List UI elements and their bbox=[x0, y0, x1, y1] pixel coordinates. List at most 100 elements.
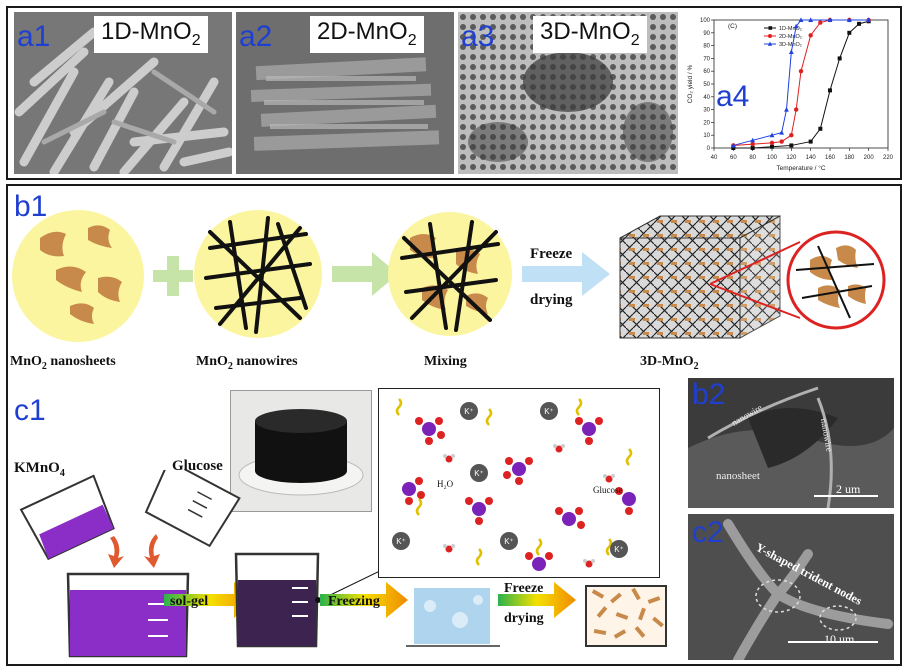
k-ion-label-2: K⁺ bbox=[544, 407, 554, 416]
data-point-square bbox=[808, 139, 813, 144]
kmno4-label: KMnO4 bbox=[14, 460, 65, 479]
data-point-circle bbox=[789, 133, 794, 138]
legend-label-2: 3D-MnO₂ bbox=[779, 42, 802, 48]
glucose-chains bbox=[395, 398, 633, 566]
sol-gel-label: sol-gel bbox=[170, 594, 208, 609]
h2o-label: H₂O bbox=[437, 479, 454, 489]
a1-label-sub: 2 bbox=[191, 31, 201, 49]
c2-tag: c2 bbox=[692, 516, 724, 549]
b2-tag: b2 bbox=[692, 378, 726, 411]
data-point-triangle bbox=[779, 130, 785, 135]
water-molecules bbox=[443, 444, 615, 568]
k-ion-label-1: K⁺ bbox=[464, 407, 474, 416]
c1-freeze-label: Freeze bbox=[504, 581, 543, 596]
k-ion-label-5: K⁺ bbox=[504, 537, 514, 546]
plus-sign bbox=[153, 256, 193, 296]
b1-schematic: Freeze drying bbox=[12, 210, 886, 342]
glucose-pour-beaker bbox=[144, 470, 241, 548]
b2-scale-bar-label: 2 um bbox=[836, 482, 861, 496]
legend-marker bbox=[768, 34, 772, 38]
kmno4-label-text: KMnO bbox=[14, 460, 60, 476]
panel-bc-frame bbox=[6, 184, 902, 666]
freezing-label: Freezing bbox=[328, 594, 380, 609]
final-foam-block bbox=[585, 585, 667, 647]
a3-label: 3D-MnO2 bbox=[533, 16, 647, 53]
a2-label-text: 2D-MnO bbox=[317, 18, 408, 45]
drying-label: drying bbox=[530, 292, 573, 308]
data-point-triangle bbox=[769, 132, 775, 138]
a2-label: 2D-MnO2 bbox=[310, 16, 424, 53]
nanosheets-caption-tail: nanosheets bbox=[46, 354, 116, 369]
legend-label-1: 2D-MnO₂ bbox=[779, 34, 802, 40]
a2-tag: a2 bbox=[239, 20, 273, 53]
k-ion-label-3: K⁺ bbox=[474, 469, 484, 478]
x-tick-label: 220 bbox=[883, 155, 894, 161]
data-point-triangle bbox=[784, 107, 789, 112]
data-point-circle bbox=[798, 69, 804, 74]
pour-arrows bbox=[108, 534, 160, 568]
data-point-square bbox=[818, 126, 823, 131]
a3-label-text: 3D-MnO bbox=[540, 18, 631, 45]
freezing-arrow bbox=[320, 582, 408, 618]
result-caption: 3D-MnO2 bbox=[640, 354, 699, 372]
x-tick-label: 40 bbox=[711, 155, 718, 161]
a4-tag: a4 bbox=[716, 80, 750, 113]
gel-beaker bbox=[234, 552, 321, 648]
potassium-labels: K⁺ K⁺ K⁺ K⁺ K⁺ K⁺ bbox=[396, 407, 624, 554]
c2-network-texture bbox=[688, 514, 894, 660]
c1-tag: c1 bbox=[14, 394, 46, 427]
a4-co2-yield-chart: 40 60 80 100 120 140 160 180 200 220 0 10 20 30 40 50 60… bbox=[684, 12, 896, 176]
data-point-square bbox=[837, 56, 842, 61]
data-point-square bbox=[789, 143, 794, 148]
zoom-lines bbox=[709, 241, 801, 319]
data-point-triangle bbox=[750, 137, 756, 143]
data-point-triangle bbox=[793, 23, 799, 29]
x-tick-label: 100 bbox=[767, 155, 778, 161]
series-line-2 bbox=[733, 19, 869, 146]
b2-label-nanosheet: nanosheet bbox=[716, 470, 760, 482]
k-ion-label-6: K⁺ bbox=[614, 545, 624, 554]
x-tick-label: 80 bbox=[749, 155, 756, 161]
x-tick-label: 140 bbox=[806, 155, 817, 161]
data-point-triangle bbox=[808, 17, 814, 22]
zoom-wires bbox=[795, 245, 875, 319]
purple-solution-beaker bbox=[66, 572, 190, 658]
b2-sheet-texture bbox=[688, 378, 894, 508]
y-tick-label: 30 bbox=[703, 108, 710, 114]
nanosheets-caption-text: MnO bbox=[10, 354, 42, 369]
data-point-circle bbox=[779, 139, 784, 144]
nanowires-caption-sub: 2 bbox=[227, 360, 233, 372]
b1-tag: b1 bbox=[14, 190, 48, 223]
data-point-square bbox=[828, 88, 832, 93]
c1-schematic: sol-gel Freezing Freeze drying bbox=[19, 470, 667, 658]
data-point-triangle bbox=[866, 17, 872, 22]
freeze-drying-arrow bbox=[522, 252, 610, 296]
result-caption-sub: 2 bbox=[693, 360, 699, 372]
data-point-triangle bbox=[788, 49, 794, 54]
c1-freeze-drying-arrow bbox=[498, 582, 576, 618]
y-tick-label: 70 bbox=[703, 56, 710, 62]
x-tick-label: 160 bbox=[825, 155, 836, 161]
legend-label-0: 1D-MnO₂ bbox=[779, 26, 802, 32]
data-point-circle bbox=[793, 107, 799, 112]
c2-sem-image bbox=[688, 514, 894, 660]
b2-sem-image bbox=[688, 378, 894, 508]
3d-mno2-cube bbox=[619, 215, 781, 339]
y-tick-label: 100 bbox=[700, 18, 711, 24]
chart-panel-letter: (C) bbox=[728, 23, 737, 30]
y-tick-label: 80 bbox=[703, 44, 710, 50]
x-tick-label: 180 bbox=[844, 155, 855, 161]
freeze-label: Freeze bbox=[530, 246, 573, 262]
mixing-wires bbox=[400, 220, 500, 332]
permanganate-ions bbox=[402, 417, 636, 571]
a1-label-text: 1D-MnO bbox=[101, 18, 192, 45]
data-point-square bbox=[847, 30, 852, 35]
zoom-circle bbox=[786, 230, 886, 330]
data-point-triangle bbox=[730, 142, 736, 148]
data-point-square bbox=[750, 146, 755, 150]
a3-label-sub: 2 bbox=[630, 31, 640, 49]
y-axis-label: CO₂ yield / % bbox=[687, 64, 694, 103]
y-tick-label: 50 bbox=[703, 82, 710, 88]
x-tick-label: 200 bbox=[864, 155, 875, 161]
x-tick-label: 60 bbox=[730, 155, 737, 161]
